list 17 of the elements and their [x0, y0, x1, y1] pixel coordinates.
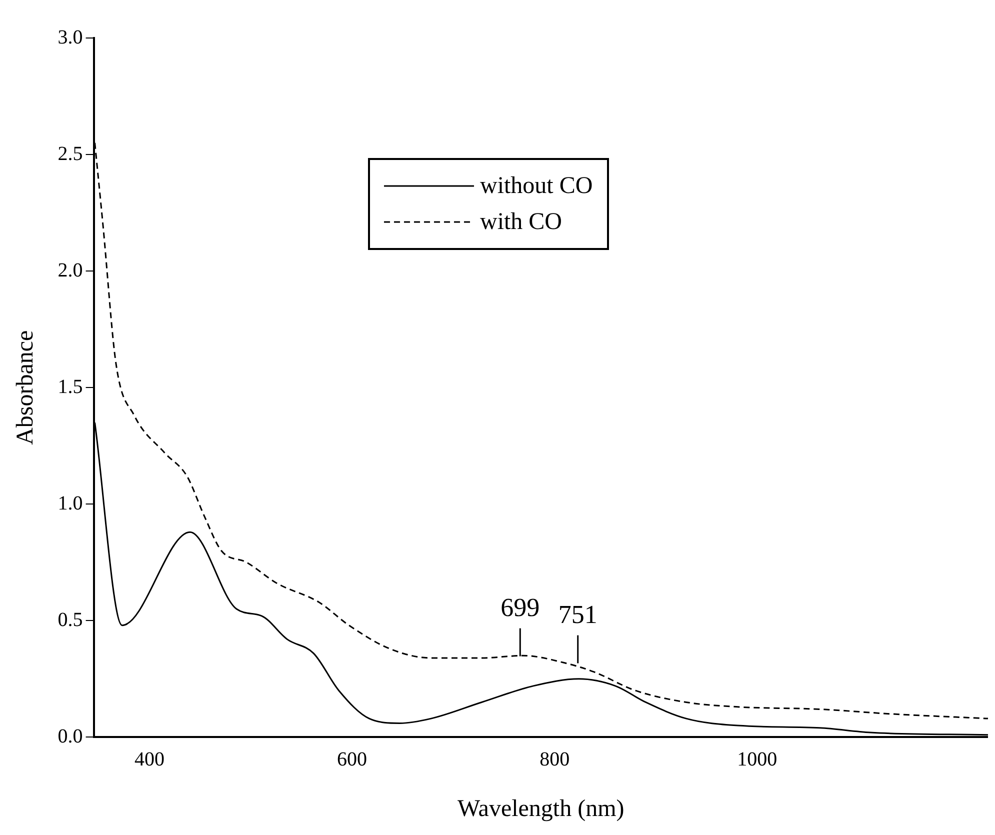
x-tick-label: 1000: [737, 748, 778, 770]
y-tick-label: 2.5: [58, 142, 83, 165]
x-tick-label: 400: [134, 748, 164, 770]
y-tick-label: 2.0: [58, 259, 83, 282]
annotation: 699: [500, 593, 540, 622]
y-tick-label: 0.5: [58, 608, 83, 631]
y-axis-title: Absorbance: [12, 330, 39, 445]
y-tick-label: 3.0: [58, 26, 83, 48]
x-tick-label: 800: [540, 748, 570, 770]
y-tick-label: 0.0: [58, 725, 83, 748]
x-tick-label: 600: [337, 748, 368, 770]
annotation: 751: [558, 600, 598, 630]
legend-label: without CO: [480, 172, 593, 201]
y-tick-label: 1.5: [58, 376, 83, 398]
x-axis-title: Wavelength (nm): [458, 796, 624, 822]
y-tick-label: 1.0: [58, 492, 83, 514]
legend-label: with CO: [480, 208, 562, 237]
